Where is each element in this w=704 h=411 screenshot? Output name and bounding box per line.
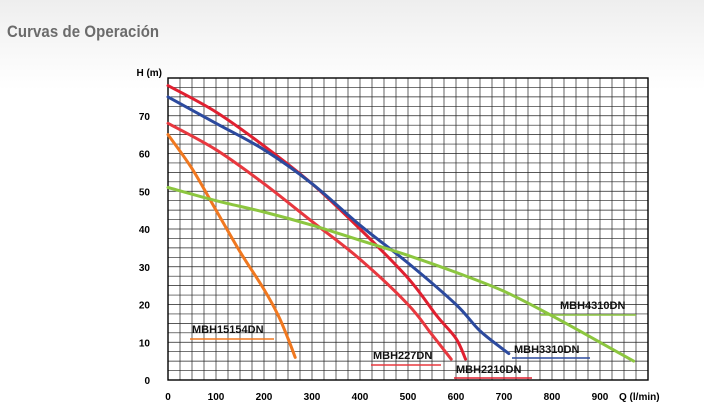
series-label-mbh227dn: MBH227DN (373, 350, 432, 362)
plot-frame (167, 77, 649, 381)
page-title: Curvas de Operación (7, 22, 160, 41)
series-line-mbh3310dn (166, 95, 511, 356)
chart-labels: MBH15154DN MBH227DN MBH2210DN MBH3310DN MBH4… (190, 300, 636, 379)
y-tick-label: 60 (139, 150, 151, 161)
series-label-mbh2210dn: MBH2210DN (456, 364, 521, 376)
series-line-mbh2210dn (166, 84, 468, 361)
y-tick-label: 40 (139, 225, 151, 236)
series-label-mbh15154dn: MBH15154DN (192, 324, 264, 336)
x-tick-label: 700 (496, 392, 513, 403)
x-tick-label: 0 (165, 392, 171, 403)
series-line-mbh15154dn (166, 133, 297, 359)
x-tick-label: 300 (304, 392, 321, 403)
y-tick-label: 10 (139, 338, 151, 349)
chart-series (166, 84, 636, 363)
series-label-mbh3310dn: MBH3310DN (514, 344, 579, 356)
x-tick-label: 900 (592, 392, 609, 403)
y-tick-label: 50 (139, 187, 151, 198)
x-tick-label: 500 (400, 392, 417, 403)
y-axis-title: H (m) (136, 68, 162, 79)
x-tick-label: 800 (544, 392, 561, 403)
chart-axes: 0 100 200 300 400 500 600 700 800 900 0 10 20 30 40 50 6… (136, 68, 659, 403)
x-tick-label: 200 (256, 392, 273, 403)
x-axis-title: Q (l/min) (619, 392, 660, 403)
y-tick-label: 0 (144, 376, 150, 387)
x-tick-label: 600 (448, 392, 465, 403)
x-tick-label: 400 (352, 392, 369, 403)
series-line-mbh4310dn (166, 186, 636, 363)
series-label-mbh4310dn: MBH4310DN (560, 300, 625, 312)
y-tick-label: 70 (139, 112, 151, 123)
y-tick-label: 20 (139, 301, 151, 312)
chart-grid (168, 78, 648, 380)
x-tick-label: 100 (208, 392, 225, 403)
y-tick-label: 30 (139, 263, 151, 274)
series-line-mbh227dn (166, 121, 453, 361)
